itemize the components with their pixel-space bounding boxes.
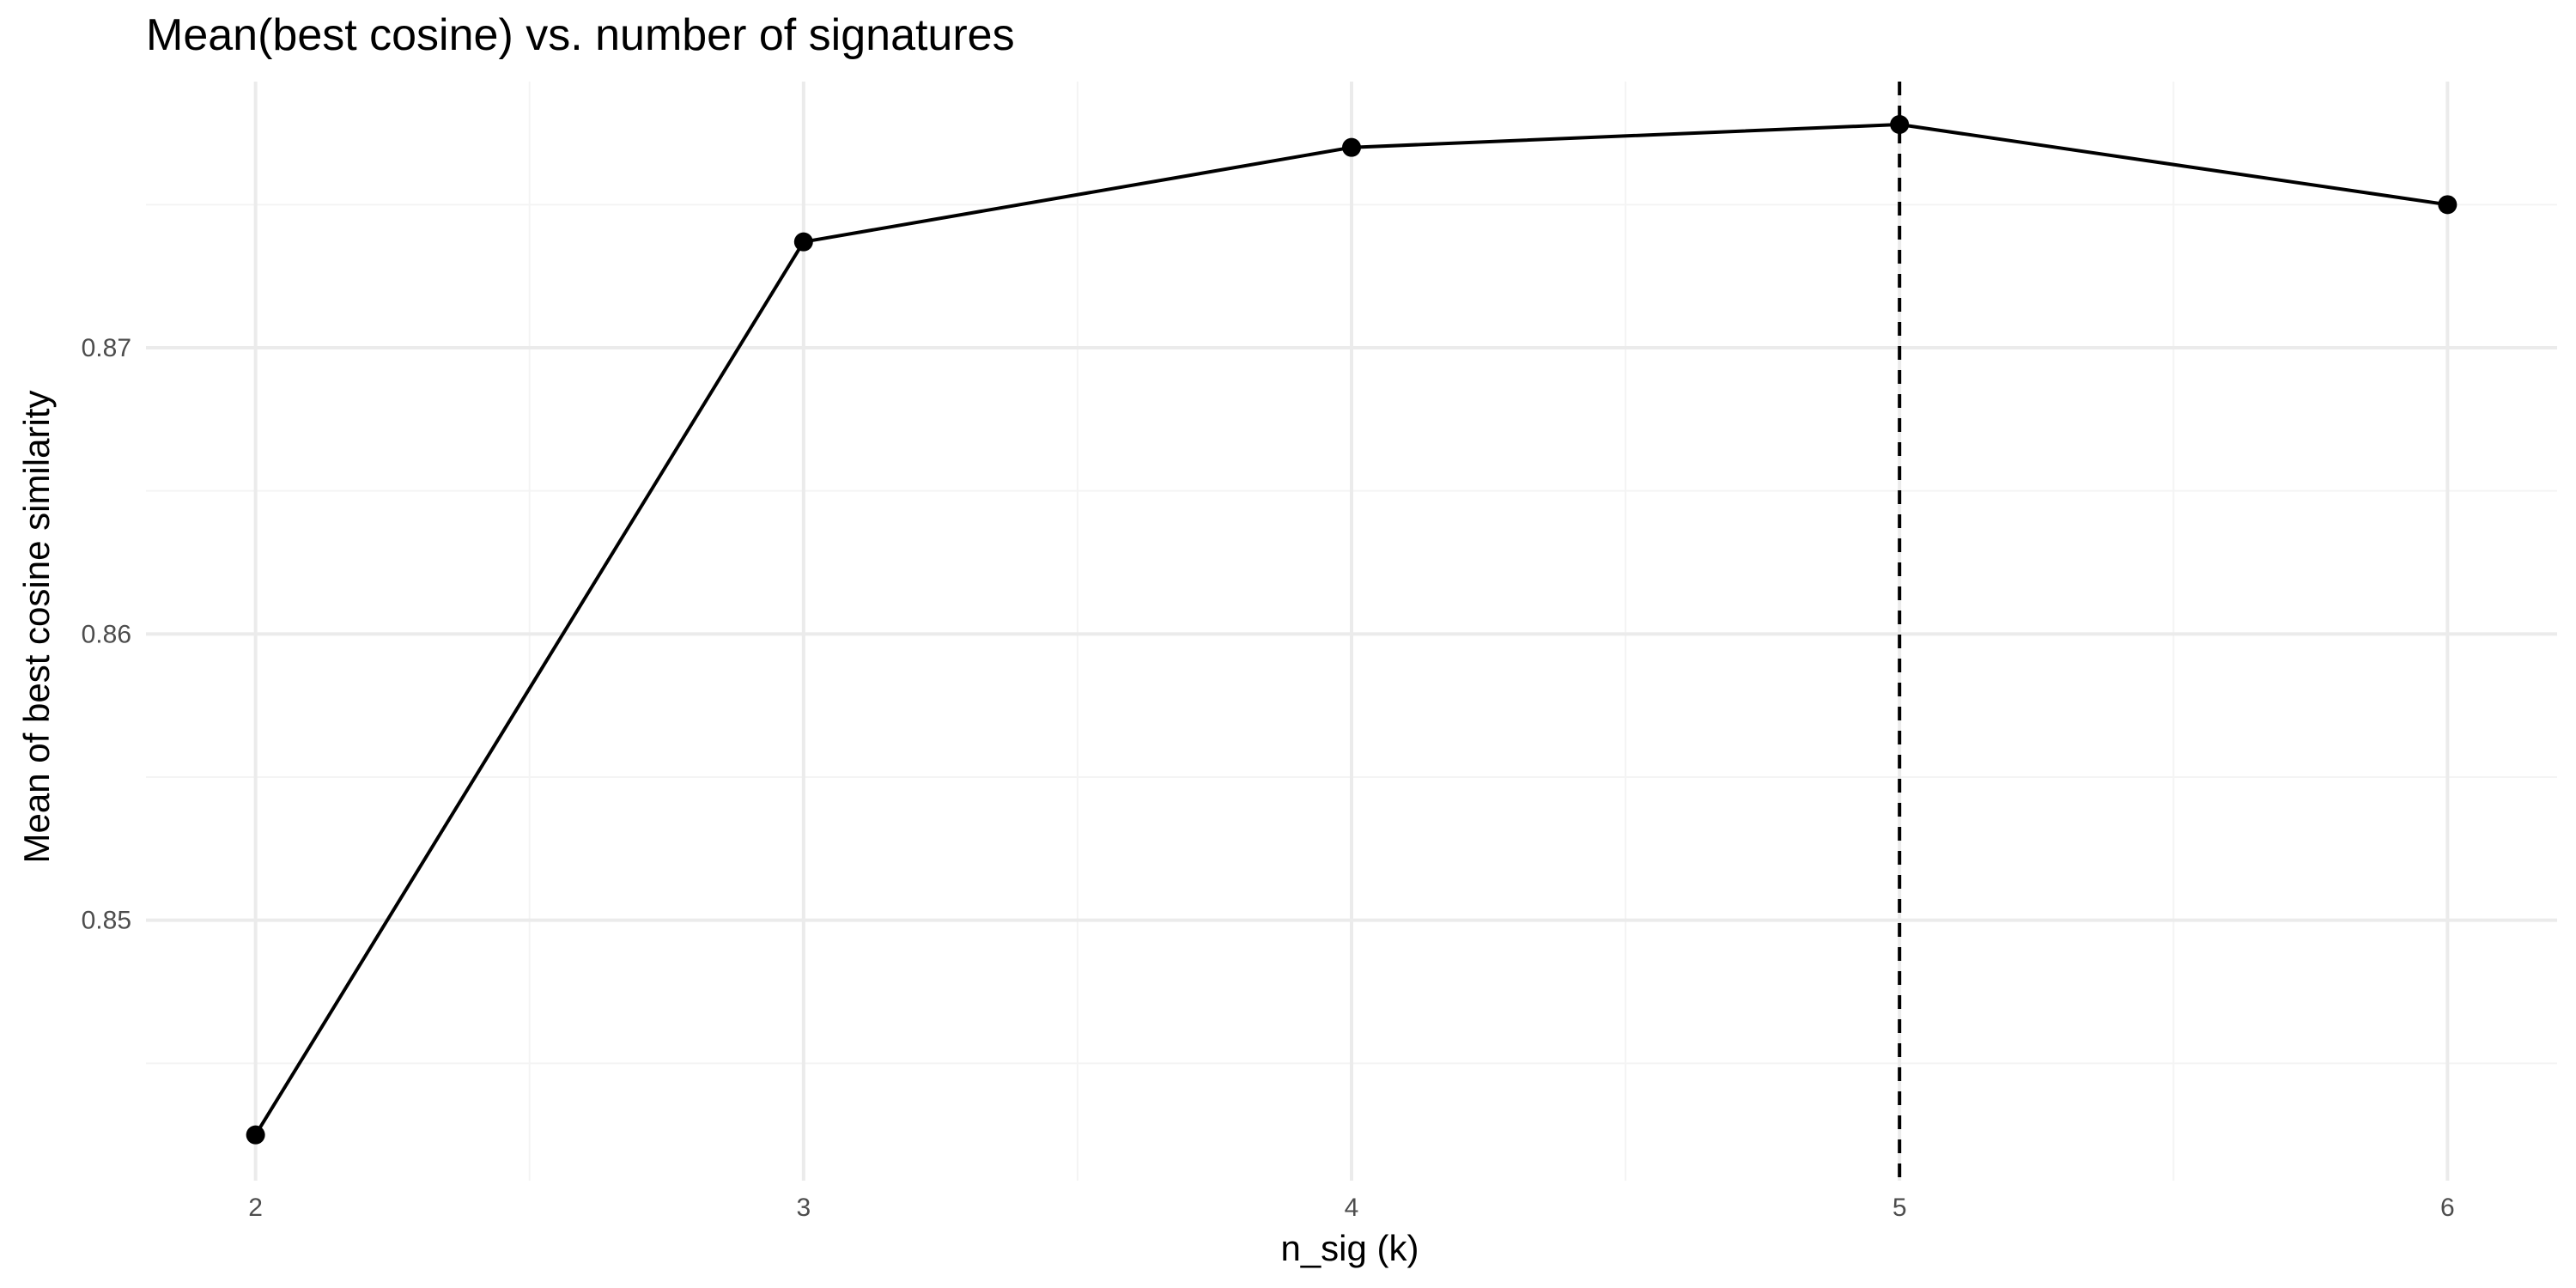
y-tick-label: 0.86: [82, 620, 131, 648]
y-tick-labels: 0.85 0.86 0.87: [82, 334, 131, 935]
y-axis-title: Mean of best cosine similarity: [16, 391, 57, 864]
series-points: [246, 115, 2458, 1145]
x-tick-label: 6: [2440, 1194, 2455, 1222]
data-point: [246, 1125, 265, 1145]
x-tick-labels: 2 3 4 5 6: [248, 1194, 2454, 1222]
x-tick-label: 4: [1345, 1194, 1359, 1222]
y-tick-label: 0.87: [82, 334, 131, 362]
x-tick-label: 2: [248, 1194, 263, 1222]
x-tick-label: 3: [796, 1194, 811, 1222]
data-point: [1890, 115, 1910, 134]
data-point: [1342, 137, 1361, 157]
data-point: [2438, 195, 2458, 215]
x-tick-label: 5: [1893, 1194, 1907, 1222]
y-tick-label: 0.85: [82, 907, 131, 935]
major-gridlines: [146, 82, 2557, 1181]
x-axis-title: n_sig (k): [1280, 1228, 1419, 1268]
chart-title: Mean(best cosine) vs. number of signatur…: [146, 10, 1015, 60]
data-point: [793, 232, 813, 252]
